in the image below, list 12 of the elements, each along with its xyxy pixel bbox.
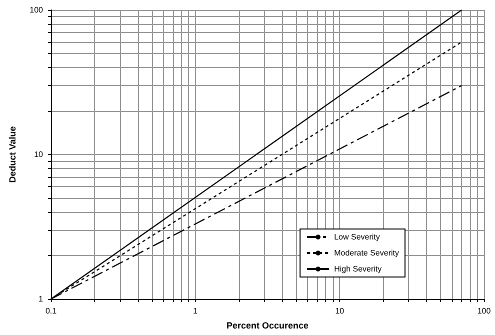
- legend-label: High Severity: [334, 264, 382, 274]
- x-tick-label: 10: [335, 306, 345, 316]
- x-tick-label: 100: [477, 306, 492, 316]
- y-tick-label: 100: [30, 6, 44, 14]
- x-tick-label: 0.1: [45, 306, 58, 316]
- x-axis-title: Percent Occurence: [226, 320, 309, 330]
- y-axis-title: Deduct Value: [8, 126, 18, 183]
- legend-label: Moderate Severity: [334, 248, 400, 258]
- y-tick-label: 10: [34, 150, 44, 159]
- y-tick-label: 1: [38, 294, 44, 304]
- x-tick-label: 1: [193, 306, 198, 316]
- legend-label: Low Severity: [334, 232, 380, 242]
